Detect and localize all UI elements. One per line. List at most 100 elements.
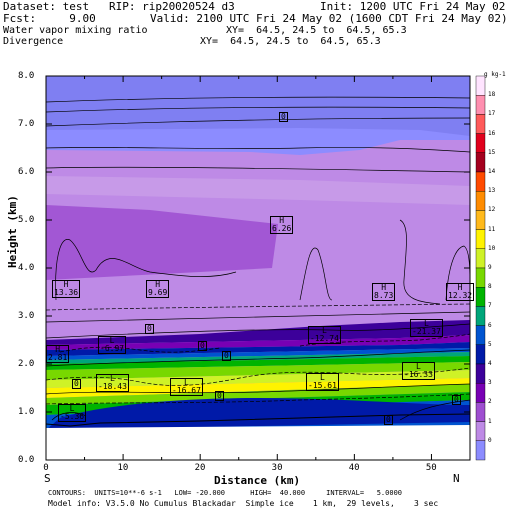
- inversion-layer-1: [46, 320, 470, 345]
- low-label-value: -18.43: [98, 382, 127, 391]
- colorbar-label: 1: [488, 417, 492, 425]
- contour-line: [46, 96, 470, 103]
- high-label-value: 9.69: [148, 288, 168, 297]
- mid-band: [46, 176, 470, 205]
- contour-line: [46, 323, 470, 339]
- colorbar-swatch: [475, 287, 486, 307]
- zero-contour-label: 0: [215, 391, 224, 401]
- divergence-contours: [46, 96, 470, 421]
- colorbar-label: 7: [488, 302, 492, 310]
- colorbar-swatch: [475, 402, 486, 422]
- colorbar-swatch: [475, 210, 486, 230]
- zero-contour-label: 0: [279, 112, 288, 122]
- colorbar-swatch: [475, 363, 486, 384]
- colorbar-swatch: [475, 114, 486, 134]
- y-tick-label: 1.0: [18, 407, 35, 417]
- below-ground: [46, 425, 470, 460]
- moisture-layer-7: [46, 378, 470, 398]
- y-tick-label: 7.0: [18, 119, 35, 129]
- colorbar-swatch: [475, 440, 486, 461]
- zero-contour-label: 0: [72, 379, 81, 389]
- contour-line: [46, 166, 470, 173]
- contour-line-negative: [59, 346, 221, 353]
- high-label-value: 13.36: [54, 288, 79, 297]
- contour-line-negative: [46, 367, 470, 386]
- field-name-mixing-ratio: Water vapor mixing ratio: [3, 25, 148, 36]
- inversion-layer-2: [46, 335, 470, 350]
- colorbar-unit: g kg-1: [484, 71, 506, 78]
- colorbar-label: 6: [488, 321, 492, 329]
- colorbar-swatch: [475, 383, 486, 403]
- high-label: H 9.69: [146, 280, 170, 298]
- low-label-value: -15.61: [308, 381, 337, 390]
- x-tick-label: 20: [194, 463, 206, 473]
- moisture-layer-1: [46, 342, 470, 356]
- moisture-layer-8: [46, 384, 470, 405]
- model-info: Model info: V3.5.0 No Cumulus Blackadar …: [48, 499, 439, 508]
- low-label: L -12.74: [308, 326, 341, 344]
- field-xy-range-2: XY= 64.5, 24.5 to 64.5, 65.3: [200, 36, 381, 47]
- y-tick-label: 8.0: [18, 71, 35, 81]
- field-name-divergence: Divergence: [3, 36, 64, 47]
- high-label-letter: H: [457, 283, 463, 292]
- dataset-title: Dataset: test RIP: rip20020524 d3: [3, 0, 235, 13]
- colorbar-swatch: [475, 267, 486, 288]
- colorbar-label: 12: [488, 206, 496, 214]
- high-label: H 8.73: [372, 283, 396, 301]
- low-label: L -21.37: [410, 319, 443, 337]
- zero-contour-label: 0: [384, 415, 393, 425]
- colorbar-swatch: [475, 248, 486, 269]
- colorbar-swatch: [475, 94, 486, 115]
- high-label-letter: H: [155, 280, 161, 289]
- field-xy-range-1: XY= 64.5, 24.5 to 64.5, 65.3: [226, 25, 407, 36]
- contour-line: [46, 383, 470, 395]
- init-time: Init: 1200 UTC Fri 24 May 02: [320, 0, 506, 13]
- colorbar-label: 5: [488, 340, 492, 348]
- high-label-letter: H: [279, 216, 285, 225]
- contour-line: [46, 349, 470, 367]
- low-label: L -6.97: [98, 336, 127, 354]
- low-label-letter: L: [69, 404, 75, 413]
- low-label-value: -12.74: [310, 334, 339, 343]
- contour-line: [46, 117, 470, 127]
- colorbar-label: 4: [488, 360, 492, 367]
- x-tick-label: 10: [117, 463, 129, 473]
- colorbar-label: 16: [488, 129, 496, 137]
- colorbar-label: 3: [488, 379, 492, 387]
- high-label: H 2.81: [46, 345, 70, 363]
- low-label-letter: L: [320, 373, 325, 382]
- high-label: H 12.32: [446, 283, 475, 301]
- high-label-value: 8.73: [374, 291, 394, 300]
- high-label: H 13.36: [52, 280, 81, 298]
- colorbar-label: 13: [488, 187, 496, 195]
- x-tick-label: 40: [348, 463, 360, 473]
- low-label-letter: L: [110, 374, 115, 383]
- high-label: H 6.26: [270, 216, 294, 234]
- high-label-letter: H: [63, 280, 69, 289]
- colorbar-swatch: [475, 190, 486, 211]
- colorbar-swatch: [475, 344, 486, 365]
- colorbar-label: 15: [488, 148, 496, 156]
- contour-line: [51, 412, 87, 421]
- low-label: L -5.36: [58, 404, 87, 422]
- valid-time: Valid: 2100 UTC Fri 24 May 02 (1600 CDT …: [150, 12, 508, 25]
- colorbar-label: 18: [488, 91, 496, 99]
- colorbar-label: 0: [488, 436, 492, 444]
- moisture-layer-2: [46, 348, 470, 360]
- y-tick-label: 6.0: [18, 167, 35, 177]
- y-tick-label: 0.0: [18, 455, 35, 465]
- north-end-label: N: [453, 472, 460, 485]
- contour-info: CONTOURS: UNITS=10**-6 s-1 LOW= -20.000 …: [48, 489, 403, 497]
- filled-field: [46, 76, 470, 460]
- low-label-value: -16.33: [404, 370, 433, 379]
- contour-line: [299, 247, 333, 301]
- zero-contour-label: 0: [222, 351, 231, 361]
- colorbar-label: 8: [488, 283, 492, 291]
- y-axis-ticks: [46, 75, 470, 461]
- moisture-layer-4: [46, 356, 470, 370]
- x-axis-ticks: [45, 76, 471, 460]
- contour-line-negative: [46, 303, 470, 311]
- low-label-letter: L: [109, 336, 115, 345]
- x-tick-label: 50: [425, 463, 437, 473]
